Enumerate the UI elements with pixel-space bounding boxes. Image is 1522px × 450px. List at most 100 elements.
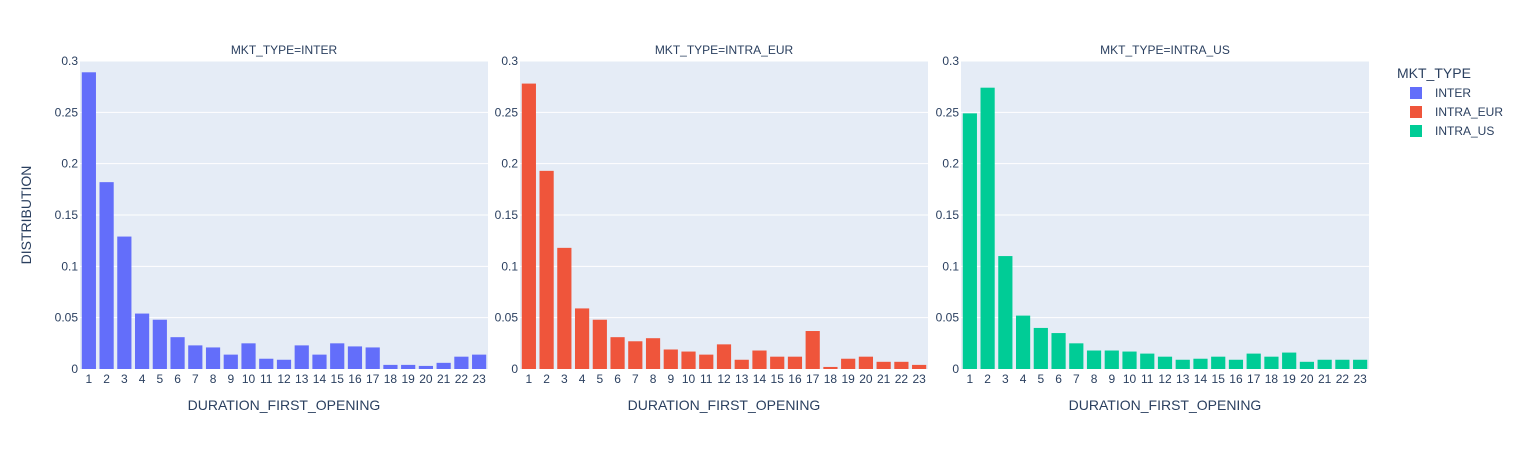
y-tick-label: 0.3 [61, 54, 78, 68]
bar-intra-us-7 [1069, 343, 1084, 369]
bar-inter-6 [170, 337, 185, 369]
x-tick-label: 23 [472, 372, 486, 386]
x-tick-label: 2 [543, 372, 550, 386]
bar-intra-eur-7 [628, 341, 643, 369]
x-tick-label: 1 [86, 372, 93, 386]
legend-swatch [1410, 125, 1422, 137]
x-axis-title: DURATION_FIRST_OPENING [188, 397, 381, 413]
panel-title: MKT_TYPE=INTRA_EUR [655, 43, 794, 57]
bar-inter-5 [152, 319, 167, 369]
x-tick-label: 18 [1265, 372, 1279, 386]
y-tick-label: 0.25 [495, 105, 519, 119]
x-tick-label: 21 [1318, 372, 1332, 386]
x-tick-label: 18 [384, 372, 398, 386]
x-tick-label: 19 [1282, 372, 1296, 386]
x-tick-label: 20 [859, 372, 873, 386]
bar-inter-8 [205, 347, 221, 369]
bar-intra-us-1 [962, 113, 977, 369]
x-tick-label: 16 [788, 372, 802, 386]
bar-intra-eur-23 [912, 364, 927, 369]
bar-intra-eur-6 [610, 337, 625, 369]
y-tick-label: 0.15 [936, 208, 960, 222]
x-tick-label: 2 [984, 372, 991, 386]
x-tick-label: 8 [210, 372, 217, 386]
bar-intra-eur-5 [592, 319, 607, 369]
x-tick-label: 19 [841, 372, 855, 386]
y-tick-label: 0.2 [61, 157, 78, 171]
x-tick-label: 15 [331, 372, 345, 386]
x-tick-label: 7 [192, 372, 199, 386]
x-tick-label: 11 [700, 372, 713, 386]
bar-inter-2 [99, 182, 114, 369]
legend-swatch [1410, 87, 1422, 99]
panel-intra-eur: 00.050.10.150.20.250.31 2 3 4 5 6 7 8 9 10 11 12 13 1… [495, 43, 928, 413]
x-tick-label: 8 [650, 372, 657, 386]
legend-item-intra-us: INTRA_US [1410, 124, 1494, 138]
bar-intra-eur-9 [663, 349, 678, 369]
x-tick-label: 12 [717, 372, 731, 386]
bar-intra-us-22 [1335, 359, 1350, 369]
y-tick-label: 0 [511, 362, 518, 376]
bar-intra-eur-11 [699, 354, 714, 369]
bar-intra-us-12 [1157, 356, 1173, 369]
legend: MKT_TYPE INTER INTRA_EUR INTRA_US [1397, 65, 1503, 138]
x-tick-label: 1 [967, 372, 974, 386]
x-tick-label: 21 [877, 372, 891, 386]
bar-inter-1 [81, 72, 96, 369]
x-tick-label: 11 [260, 372, 273, 386]
x-tick-label: 8 [1091, 372, 1098, 386]
y-tick-label: 0 [71, 362, 78, 376]
x-axis-title: DURATION_FIRST_OPENING [1069, 397, 1262, 413]
x-tick-label: 4 [579, 372, 586, 386]
bar-intra-us-14 [1193, 358, 1208, 369]
bar-intra-us-15 [1211, 356, 1226, 369]
bar-intra-us-8 [1086, 350, 1102, 369]
x-tick-label: 18 [824, 372, 838, 386]
x-tick-label: 6 [1055, 372, 1062, 386]
x-tick-label: 7 [1073, 372, 1080, 386]
bar-intra-us-5 [1033, 327, 1048, 369]
x-tick-label: 22 [895, 372, 909, 386]
panel-intra-us: 00.050.10.150.20.250.31 2 3 4 5 6 7 8 9 10 11 12 13 1… [936, 43, 1369, 413]
panel-title: MKT_TYPE=INTRA_US [1100, 43, 1230, 57]
y-tick-label: 0.3 [942, 54, 959, 68]
x-tick-label: 21 [437, 372, 451, 386]
bar-intra-us-16 [1228, 359, 1244, 369]
bar-inter-18 [383, 364, 398, 369]
x-tick-label: 23 [912, 372, 926, 386]
x-tick-label: 10 [1123, 372, 1137, 386]
panel-title: MKT_TYPE=INTER [231, 43, 338, 57]
legend-swatch [1410, 106, 1422, 118]
bar-intra-eur-19 [841, 358, 856, 369]
bar-intra-eur-10 [681, 351, 696, 369]
x-tick-label: 9 [227, 372, 234, 386]
bar-inter-11 [259, 358, 274, 369]
x-tick-label: 3 [121, 372, 128, 386]
legend-title: MKT_TYPE [1397, 65, 1471, 81]
bar-intra-eur-22 [894, 361, 909, 369]
x-tick-label: 12 [1158, 372, 1172, 386]
x-tick-label: 12 [277, 372, 291, 386]
bar-inter-23 [472, 354, 487, 369]
x-tick-label: 3 [561, 372, 568, 386]
bar-inter-10 [241, 343, 256, 369]
x-tick-label: 17 [1247, 372, 1261, 386]
x-tick-label: 6 [174, 372, 181, 386]
x-tick-label: 22 [455, 372, 469, 386]
bar-intra-us-3 [998, 256, 1013, 369]
x-tick-label: 20 [1300, 372, 1314, 386]
x-tick-label: 16 [348, 372, 362, 386]
bar-intra-eur-13 [734, 359, 749, 369]
panel-inter: 00.050.10.150.20.250.31 2 3 4 5 6 7 8 9 10 11 12 13 1… [55, 43, 488, 413]
bar-intra-us-9 [1104, 350, 1119, 369]
y-tick-label: 0.2 [942, 157, 959, 171]
x-tick-label: 14 [1194, 372, 1208, 386]
x-tick-label: 5 [156, 372, 163, 386]
x-tick-label: 23 [1353, 372, 1367, 386]
x-tick-label: 3 [1002, 372, 1009, 386]
y-tick-label: 0 [952, 362, 959, 376]
bar-intra-eur-18 [823, 366, 838, 369]
x-tick-label: 15 [771, 372, 785, 386]
x-tick-label: 5 [596, 372, 603, 386]
